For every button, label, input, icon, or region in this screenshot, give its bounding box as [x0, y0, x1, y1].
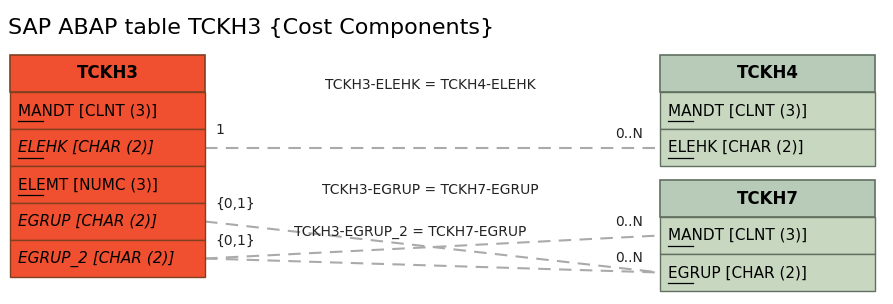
Text: {0,1}: {0,1}: [215, 233, 255, 247]
Text: EGRUP_2 [CHAR (2)]: EGRUP_2 [CHAR (2)]: [18, 250, 174, 267]
Text: TCKH3-ELEHK = TCKH4-ELEHK: TCKH3-ELEHK = TCKH4-ELEHK: [325, 78, 535, 92]
FancyBboxPatch shape: [660, 254, 875, 291]
FancyBboxPatch shape: [660, 217, 875, 254]
Text: 0..N: 0..N: [615, 215, 643, 229]
Text: SAP ABAP table TCKH3 {Cost Components}: SAP ABAP table TCKH3 {Cost Components}: [8, 18, 494, 38]
Text: TCKH3-EGRUP = TCKH7-EGRUP: TCKH3-EGRUP = TCKH7-EGRUP: [321, 183, 538, 197]
Text: MANDT [CLNT (3)]: MANDT [CLNT (3)]: [668, 228, 807, 243]
FancyBboxPatch shape: [10, 92, 205, 129]
Text: 1: 1: [215, 123, 224, 136]
Text: ELEHK [CHAR (2)]: ELEHK [CHAR (2)]: [668, 140, 804, 155]
Text: MANDT [CLNT (3)]: MANDT [CLNT (3)]: [668, 103, 807, 118]
FancyBboxPatch shape: [660, 92, 875, 129]
FancyBboxPatch shape: [10, 166, 205, 203]
Text: TCKH3-EGRUP_2 = TCKH7-EGRUP: TCKH3-EGRUP_2 = TCKH7-EGRUP: [294, 225, 526, 239]
Text: ELEHK [CHAR (2)]: ELEHK [CHAR (2)]: [18, 140, 154, 155]
FancyBboxPatch shape: [660, 129, 875, 166]
FancyBboxPatch shape: [10, 55, 205, 92]
Text: EGRUP [CHAR (2)]: EGRUP [CHAR (2)]: [668, 265, 807, 280]
FancyBboxPatch shape: [660, 55, 875, 92]
Text: TCKH3: TCKH3: [77, 64, 138, 82]
FancyBboxPatch shape: [10, 129, 205, 166]
Text: EGRUP [CHAR (2)]: EGRUP [CHAR (2)]: [18, 214, 157, 229]
FancyBboxPatch shape: [10, 203, 205, 240]
Text: ELEMT [NUMC (3)]: ELEMT [NUMC (3)]: [18, 177, 158, 192]
Text: 0..N: 0..N: [615, 126, 643, 140]
Text: 0..N: 0..N: [615, 251, 643, 265]
FancyBboxPatch shape: [10, 240, 205, 277]
Text: TCKH7: TCKH7: [737, 189, 798, 208]
FancyBboxPatch shape: [660, 180, 875, 217]
Text: MANDT [CLNT (3)]: MANDT [CLNT (3)]: [18, 103, 157, 118]
Text: {0,1}: {0,1}: [215, 196, 255, 210]
Text: TCKH4: TCKH4: [737, 64, 798, 82]
